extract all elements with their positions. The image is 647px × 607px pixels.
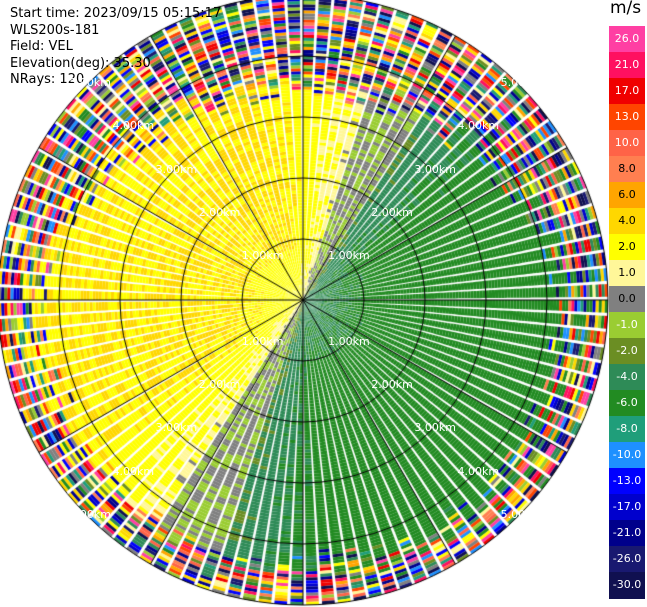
colorbar-segment (609, 234, 645, 261)
range-ring-label: 2.00km (198, 205, 241, 219)
colorbar-label: -1.0 (616, 318, 638, 331)
colorbar-label: -26.0 (612, 552, 642, 565)
colorbar-segment (609, 494, 645, 521)
colorbar-label: -17.0 (612, 500, 642, 513)
range-ring-label: 5.00km (500, 76, 543, 90)
colorbar-segment (609, 156, 645, 183)
range-ring-label: 1.00km (241, 248, 284, 262)
range-ring-label: 3.00km (155, 421, 198, 435)
colorbar-segment (609, 520, 645, 547)
colorbar-segment (609, 390, 645, 417)
colorbar-label: -8.0 (616, 422, 638, 435)
colorbar-label: 2.0 (618, 240, 636, 253)
colorbar-segment (609, 26, 645, 53)
colorbar-segment (609, 572, 645, 599)
start-time-text: Start time: 2023/09/15 05:15:17 (10, 6, 222, 21)
colorbar-label: 13.0 (614, 110, 640, 123)
colorbar-segment (609, 130, 645, 157)
colorbar-label: -13.0 (612, 474, 642, 487)
range-ring-label: 5.00km (500, 507, 543, 521)
colorbar-segment (609, 208, 645, 235)
colorbar-segment (609, 182, 645, 209)
colorbar-label: 6.0 (618, 188, 636, 201)
colorbar-label: 21.0 (614, 58, 640, 71)
colorbar-label: -2.0 (616, 344, 638, 357)
colorbar-segment (609, 104, 645, 131)
colorbar-segment (609, 286, 645, 313)
colorbar-segment (609, 416, 645, 443)
range-ring-label: 4.00km (457, 119, 500, 133)
range-ring-label: 2.00km (371, 205, 413, 219)
colorbar-label: 10.0 (614, 136, 640, 149)
range-ring-label: 1.00km (328, 248, 370, 262)
nrays-text: NRays: 120 (10, 72, 85, 87)
colorbar-label: 8.0 (618, 162, 636, 175)
field-text: Field: VEL (10, 39, 73, 54)
range-ring-label: 5.00km (69, 507, 111, 521)
range-ring-label: 2.00km (371, 378, 413, 392)
colorbar-segment (609, 468, 645, 495)
range-ring-label: 4.00km (112, 119, 155, 133)
colorbar-unit: m/s (610, 0, 642, 18)
scan-info: Start time: 2023/09/15 05:15:17 WLS200s-… (10, 6, 221, 89)
colorbar-segment (609, 78, 645, 105)
colorbar-label: 17.0 (614, 84, 640, 97)
range-ring-label: 3.00km (414, 421, 456, 435)
colorbar-segment (609, 260, 645, 287)
range-ring-label: 2.00km (198, 378, 241, 392)
colorbar-label: 4.0 (618, 214, 636, 227)
instrument-text: WLS200s-181 (10, 22, 100, 38)
range-ring-label: 4.00km (457, 464, 500, 478)
colorbar-segment (609, 442, 645, 469)
colorbar-label: 0.0 (618, 292, 636, 305)
colorbar-segment (609, 546, 645, 573)
colorbar-label: -4.0 (616, 370, 638, 383)
velocity-colorbar: 26.0 21.0 17.0 13.0 10.0 8.0 6.0 4.0 2.0 1.0 0.0 -1… (609, 26, 645, 599)
range-ring-label: 5.00km (69, 76, 111, 90)
colorbar-label: -21.0 (612, 526, 642, 539)
colorbar-label: -10.0 (612, 448, 642, 461)
colorbar-label: 26.0 (614, 32, 640, 45)
colorbar-segment (609, 338, 645, 365)
range-ring-label: 3.00km (155, 162, 198, 176)
range-ring-label: 1.00km (328, 335, 370, 349)
colorbar-label: 1.0 (618, 266, 636, 279)
range-ring-label: 4.00km (112, 464, 155, 478)
colorbar-segment (609, 364, 645, 391)
colorbar-segment (609, 52, 645, 79)
colorbar-label: -30.0 (612, 578, 642, 591)
range-ring-label: 3.00km (414, 162, 456, 176)
range-ring-label: 1.00km (241, 335, 284, 349)
elevation-text: Elevation(deg): 35.30 (10, 55, 151, 71)
colorbar-label: -6.0 (616, 396, 638, 409)
colorbar-segment (609, 312, 645, 339)
